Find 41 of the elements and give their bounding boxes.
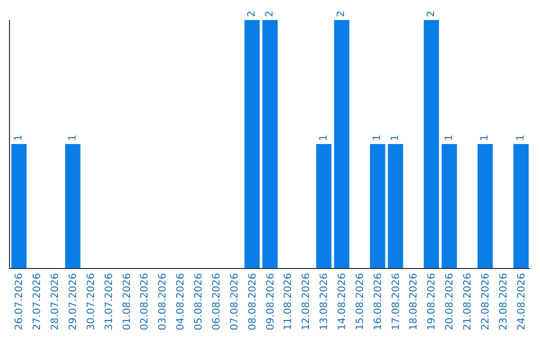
x-tick-label: 13.08.2026 bbox=[319, 273, 330, 330]
data-label: 1 bbox=[444, 134, 455, 141]
data-label: 1 bbox=[516, 134, 527, 141]
data-label: 2 bbox=[246, 10, 258, 17]
x-tick-label: 21.08.2026 bbox=[462, 273, 474, 330]
x-tick-label: 19.08.2026 bbox=[426, 273, 438, 330]
x-tick-label: 02.08.2026 bbox=[140, 273, 151, 330]
data-label: 1 bbox=[480, 134, 491, 141]
x-tick-label: 28.07.2026 bbox=[50, 273, 62, 330]
data-label: 2 bbox=[264, 10, 276, 17]
x-tick-label: 04.08.2026 bbox=[176, 273, 187, 330]
data-label: 1 bbox=[67, 134, 78, 141]
x-tick-label: 14.08.2026 bbox=[336, 273, 348, 330]
x-tick-label: 30.07.2026 bbox=[86, 273, 97, 330]
x-tick-label: 11.08.2026 bbox=[283, 273, 294, 330]
x-tick-label: 06.08.2026 bbox=[211, 273, 222, 330]
data-label: 1 bbox=[390, 134, 402, 141]
x-tick-label: 27.07.2026 bbox=[32, 273, 44, 330]
x-tick-label: 29.07.2026 bbox=[68, 273, 80, 330]
x-tick-label: 01.08.2026 bbox=[122, 273, 133, 330]
x-tick-label: 05.08.2026 bbox=[194, 273, 205, 330]
x-tick-label: 12.08.2026 bbox=[301, 273, 312, 330]
x-tick-label: 18.08.2026 bbox=[408, 273, 420, 330]
x-tick-label: 15.08.2026 bbox=[354, 273, 366, 330]
x-tick-label: 26.07.2026 bbox=[14, 273, 26, 330]
x-tick-label: 23.08.2026 bbox=[498, 273, 510, 330]
x-tick-label: 16.08.2026 bbox=[372, 273, 384, 330]
x-tick-label: 20.08.2026 bbox=[444, 273, 456, 330]
x-tick-label: 31.07.2026 bbox=[104, 273, 115, 330]
x-tick-label: 17.08.2026 bbox=[390, 273, 402, 330]
data-label: 2 bbox=[426, 10, 437, 17]
data-label: 1 bbox=[13, 134, 24, 141]
x-tick-label: 22.08.2026 bbox=[480, 273, 492, 330]
x-tick-label: 07.08.2026 bbox=[229, 273, 240, 330]
data-label: 1 bbox=[372, 134, 384, 141]
x-tick-label: 09.08.2026 bbox=[265, 273, 276, 330]
x-tick-label: 03.08.2026 bbox=[158, 273, 169, 330]
x-tick-label: 08.08.2026 bbox=[247, 273, 258, 330]
x-tick-label: 24.08.2026 bbox=[516, 273, 528, 330]
data-label: 2 bbox=[336, 10, 348, 17]
data-label: 1 bbox=[318, 134, 330, 141]
